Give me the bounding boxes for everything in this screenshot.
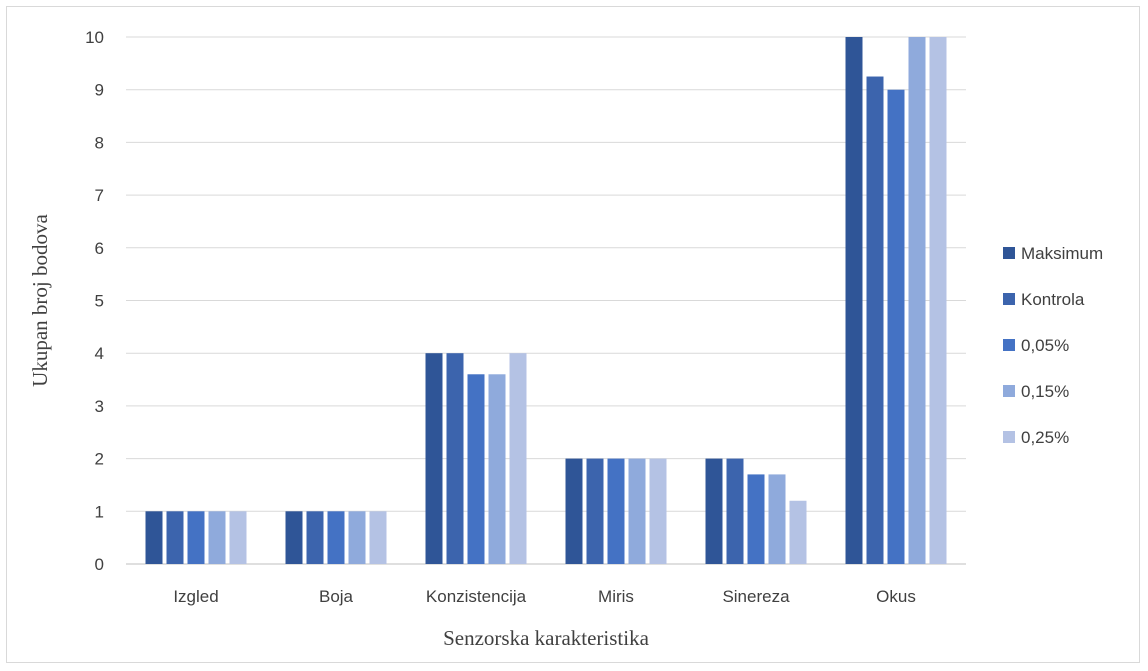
legend-swatch — [1003, 431, 1015, 443]
bar — [446, 353, 464, 564]
bar — [348, 511, 366, 564]
y-tick-label: 3 — [95, 397, 104, 416]
x-axis-ticks: Izgled Boja Konzistencija Miris Sinereza Okus — [173, 587, 916, 606]
bar — [768, 474, 786, 564]
legend-item: 0,25% — [1003, 428, 1069, 447]
bar — [509, 353, 527, 564]
legend-item: 0,05% — [1003, 336, 1069, 355]
bar — [929, 37, 947, 564]
bar — [285, 511, 303, 564]
legend-label: 0,15% — [1021, 382, 1069, 401]
bar — [565, 458, 583, 564]
bar — [586, 458, 604, 564]
legend-swatch — [1003, 385, 1015, 397]
y-tick-label: 2 — [95, 450, 104, 469]
y-tick-label: 10 — [85, 28, 104, 47]
x-axis-title: Senzorska karakteristika — [443, 626, 650, 650]
bar — [705, 458, 723, 564]
y-axis-title: Ukupan broj bodova — [28, 214, 52, 387]
bar — [145, 511, 163, 564]
legend-swatch — [1003, 339, 1015, 351]
legend-label: 0,05% — [1021, 336, 1069, 355]
bar — [425, 353, 443, 564]
legend-swatch — [1003, 293, 1015, 305]
y-tick-label: 5 — [95, 292, 104, 311]
legend-label: Kontrola — [1021, 290, 1085, 309]
bar — [607, 458, 625, 564]
y-axis-ticks: 0 1 2 3 4 5 6 7 8 9 10 — [85, 28, 104, 574]
bar — [369, 511, 387, 564]
legend-label: Maksimum — [1021, 244, 1103, 263]
legend-label: 0,25% — [1021, 428, 1069, 447]
bar — [306, 511, 324, 564]
x-tick-label: Okus — [876, 587, 916, 606]
bar — [866, 76, 884, 565]
legend: Maksimum Kontrola 0,05% 0,15% 0,25% — [1003, 244, 1103, 447]
bar — [467, 374, 485, 564]
bar — [488, 374, 506, 564]
y-tick-label: 9 — [95, 81, 104, 100]
x-tick-label: Konzistencija — [426, 587, 527, 606]
legend-item: 0,15% — [1003, 382, 1069, 401]
y-tick-label: 6 — [95, 239, 104, 258]
bar — [649, 458, 667, 564]
bar — [166, 511, 184, 564]
bar — [229, 511, 247, 564]
gridlines — [126, 36, 966, 565]
x-tick-label: Miris — [598, 587, 634, 606]
bar — [628, 458, 646, 564]
bar — [789, 500, 807, 564]
bar — [845, 37, 863, 564]
bar — [187, 511, 205, 564]
x-tick-label: Sinereza — [722, 587, 790, 606]
y-tick-label: 7 — [95, 186, 104, 205]
y-tick-label: 0 — [95, 555, 104, 574]
x-tick-label: Izgled — [173, 587, 218, 606]
bar — [908, 37, 926, 564]
bar — [208, 511, 226, 564]
legend-item: Maksimum — [1003, 244, 1103, 263]
legend-item: Kontrola — [1003, 290, 1085, 309]
legend-swatch — [1003, 247, 1015, 259]
bar — [887, 89, 905, 564]
x-tick-label: Boja — [319, 587, 354, 606]
bar — [726, 458, 744, 564]
y-tick-label: 4 — [95, 344, 104, 363]
bar — [747, 474, 765, 564]
bar — [327, 511, 345, 564]
bars — [145, 37, 947, 565]
y-tick-label: 8 — [95, 133, 104, 152]
y-tick-label: 1 — [95, 502, 104, 521]
